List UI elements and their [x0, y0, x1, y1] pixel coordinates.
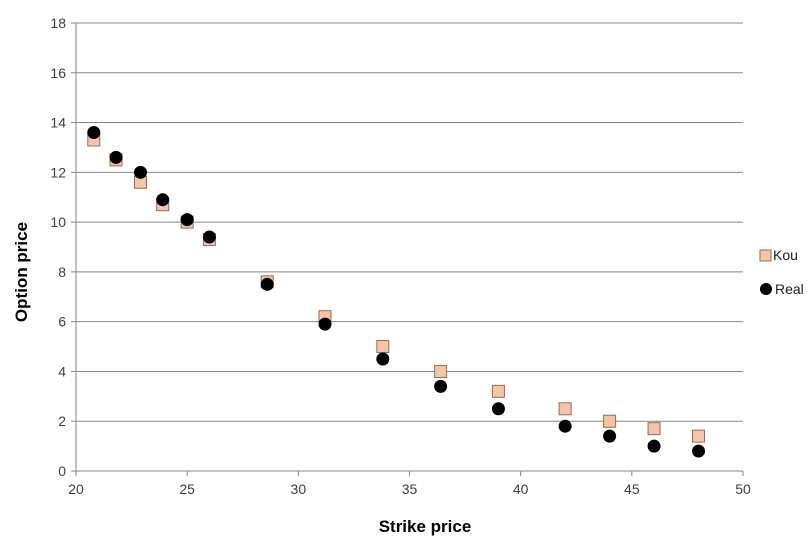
point-kou-12 — [603, 414, 617, 428]
point-kou-11 — [558, 402, 572, 416]
point-real-4 — [180, 213, 194, 227]
point-kou-8 — [376, 340, 390, 354]
point-kou-14 — [692, 429, 706, 443]
point-kou-13 — [647, 422, 661, 436]
legend-marker-real — [760, 283, 772, 295]
y-tick-label-18: 18 — [50, 15, 66, 31]
point-real-6 — [260, 277, 274, 291]
y-tick-label-16: 16 — [50, 65, 66, 81]
data-points — [87, 126, 706, 458]
y-tick-label-2: 2 — [58, 413, 66, 429]
point-real-2 — [133, 165, 147, 179]
point-real-9 — [434, 379, 448, 393]
y-axis-title: Option price — [12, 222, 31, 322]
x-tick-label-30: 30 — [291, 481, 307, 497]
point-real-8 — [376, 352, 390, 366]
legend-label-real: Real — [775, 281, 804, 297]
point-real-7 — [318, 317, 332, 331]
x-tick-label-25: 25 — [179, 481, 195, 497]
legend-marker-kou — [759, 249, 772, 262]
point-real-13 — [647, 439, 661, 453]
x-tick-label-40: 40 — [513, 481, 529, 497]
legend: Kou Real — [759, 247, 804, 297]
x-tick-labels: 20 25 30 35 40 45 50 — [68, 481, 751, 497]
point-real-0 — [87, 126, 101, 140]
x-tick-label-50: 50 — [735, 481, 751, 497]
y-tick-label-6: 6 — [58, 314, 66, 330]
y-tick-label-4: 4 — [58, 363, 66, 379]
point-kou-9 — [434, 364, 448, 378]
point-real-12 — [603, 429, 617, 443]
y-tick-label-12: 12 — [50, 164, 66, 180]
point-real-11 — [558, 419, 572, 433]
y-tick-labels: 0 2 4 6 8 10 12 14 16 18 — [50, 15, 66, 479]
y-tick-label-0: 0 — [58, 463, 66, 479]
x-tick-label-35: 35 — [402, 481, 418, 497]
point-real-10 — [491, 402, 505, 416]
point-real-14 — [692, 444, 706, 458]
x-axis-title: Strike price — [379, 517, 472, 536]
point-real-5 — [202, 230, 216, 244]
y-tick-label-14: 14 — [50, 115, 66, 131]
axes — [71, 22, 744, 476]
x-tick-label-45: 45 — [624, 481, 640, 497]
x-tick-label-20: 20 — [68, 481, 84, 497]
grid-lines — [76, 22, 743, 422]
point-real-1 — [109, 150, 123, 164]
y-tick-label-10: 10 — [50, 214, 66, 230]
legend-label-kou: Kou — [773, 247, 798, 263]
y-tick-label-8: 8 — [58, 264, 66, 280]
point-kou-10 — [491, 384, 505, 398]
point-real-3 — [156, 193, 170, 207]
